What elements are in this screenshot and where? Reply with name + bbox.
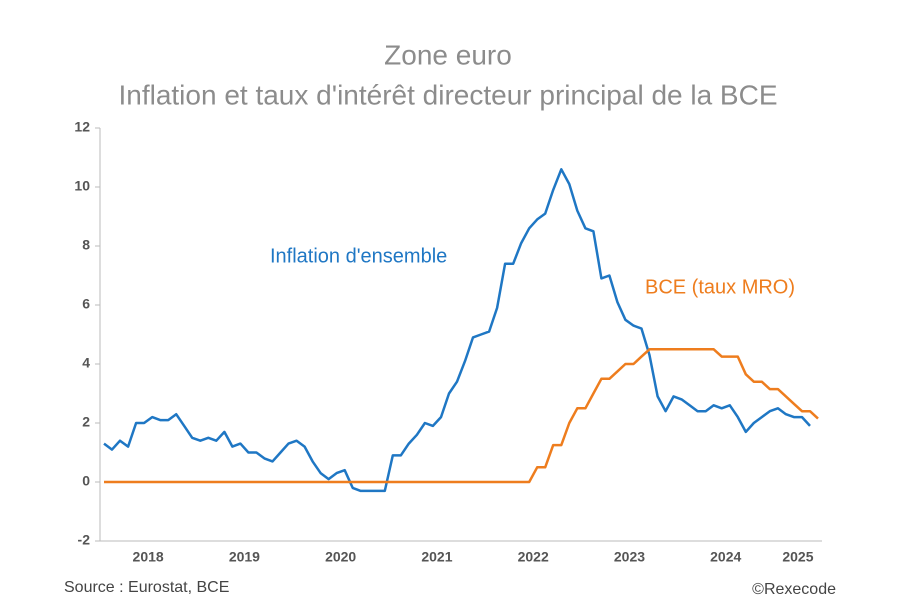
x-tick-label: 2025 bbox=[782, 549, 813, 565]
y-tick-label: 0 bbox=[82, 473, 90, 489]
credit: ©Rexecode bbox=[752, 581, 836, 598]
x-tick-label: 2022 bbox=[518, 549, 549, 565]
source: Source : Eurostat, BCE bbox=[64, 579, 229, 596]
series-label: BCE (taux MRO) bbox=[645, 276, 795, 298]
x-tick-label: 2021 bbox=[421, 549, 452, 565]
series-label: Inflation d'ensemble bbox=[270, 245, 447, 267]
y-tick-label: 4 bbox=[82, 355, 90, 371]
chart-title: Zone euro bbox=[384, 39, 512, 70]
series-line bbox=[103, 168, 811, 493]
chart-subtitle: Inflation et taux d'intérêt directeur pr… bbox=[118, 79, 777, 110]
x-tick-label: 2023 bbox=[614, 549, 645, 565]
series-line bbox=[104, 348, 819, 484]
y-tick-label: 8 bbox=[82, 237, 90, 253]
x-tick-label: 2020 bbox=[325, 549, 356, 565]
y-tick-label: -2 bbox=[78, 532, 91, 548]
y-tick-label: 6 bbox=[82, 296, 90, 312]
x-tick-label: 2019 bbox=[229, 549, 260, 565]
y-tick-label: 2 bbox=[82, 414, 90, 430]
x-tick-label: 2024 bbox=[710, 549, 741, 565]
y-tick-label: 12 bbox=[74, 119, 90, 135]
x-tick-label: 2018 bbox=[133, 549, 164, 565]
y-tick-label: 10 bbox=[74, 178, 90, 194]
